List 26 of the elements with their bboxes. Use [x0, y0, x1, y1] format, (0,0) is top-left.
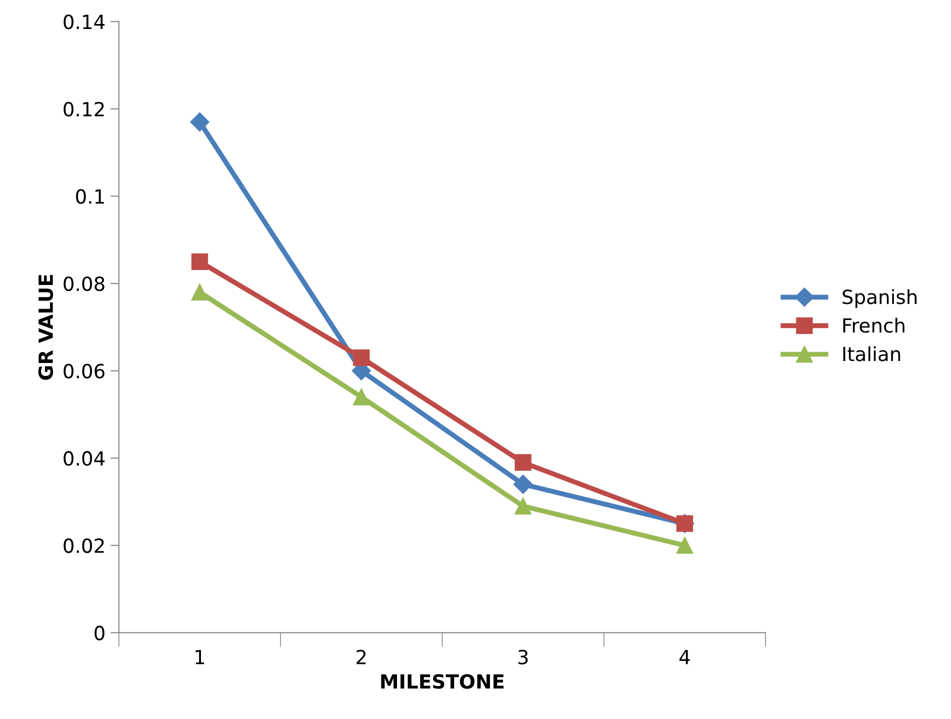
x-axis-title: MILESTONE: [381, 674, 504, 689]
y-tick-label: 0.04: [64, 451, 105, 466]
y-tick-label: 0.02: [64, 538, 104, 554]
point: [514, 454, 532, 471]
legend-label: French: [843, 318, 904, 333]
legend-label: Spanish: [842, 289, 917, 308]
point: [514, 498, 532, 514]
legend-label: Italian: [843, 346, 900, 362]
x-tick-label: 1: [196, 650, 204, 664]
y-tick-label: 0.14: [64, 14, 105, 30]
point: [676, 537, 694, 554]
y-tick-label: 0: [94, 626, 104, 640]
y-tick-label: 0.12: [64, 102, 104, 117]
point: [191, 284, 208, 301]
point: [353, 349, 370, 366]
y-axis-title: GR VALUE: [38, 274, 54, 380]
y-tick-label: 0.06: [64, 364, 104, 378]
x-tick-label: 4: [679, 650, 690, 664]
y-tick-label: 0.08: [64, 276, 104, 292]
point: [353, 388, 370, 406]
point: [191, 253, 208, 270]
y-tick-label: 0.1: [76, 189, 104, 204]
point: [514, 474, 533, 494]
x-tick-label: 2: [356, 650, 366, 664]
x-tick-label: 3: [518, 650, 528, 664]
point: [190, 112, 210, 132]
